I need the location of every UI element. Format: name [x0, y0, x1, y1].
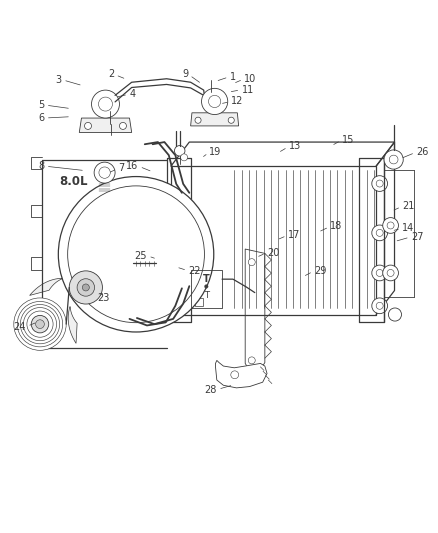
Polygon shape — [30, 278, 63, 295]
Circle shape — [372, 225, 388, 241]
Polygon shape — [110, 248, 127, 281]
Text: 14: 14 — [403, 223, 415, 233]
Text: 4: 4 — [130, 89, 136, 99]
Circle shape — [376, 229, 383, 236]
Text: 13: 13 — [289, 141, 301, 151]
Text: 20: 20 — [267, 247, 279, 257]
Circle shape — [387, 222, 394, 229]
Polygon shape — [191, 113, 239, 126]
Text: 28: 28 — [205, 385, 217, 394]
Circle shape — [85, 123, 92, 130]
Circle shape — [20, 304, 60, 344]
Text: 3: 3 — [56, 75, 62, 85]
Polygon shape — [79, 118, 132, 133]
Circle shape — [174, 146, 185, 156]
Circle shape — [35, 320, 44, 328]
Circle shape — [208, 95, 221, 108]
Circle shape — [195, 117, 201, 123]
Text: T: T — [204, 291, 209, 300]
Text: 10: 10 — [244, 74, 257, 84]
Circle shape — [383, 217, 399, 233]
Polygon shape — [215, 360, 267, 388]
Text: 5: 5 — [38, 100, 44, 110]
Text: 8.0L: 8.0L — [60, 175, 88, 188]
Circle shape — [14, 298, 66, 350]
Circle shape — [23, 308, 57, 341]
Text: 12: 12 — [231, 96, 244, 107]
Circle shape — [228, 117, 234, 123]
Text: T: T — [203, 274, 210, 284]
Circle shape — [372, 265, 388, 281]
Circle shape — [180, 154, 187, 161]
Polygon shape — [245, 249, 265, 374]
Circle shape — [58, 176, 214, 332]
Circle shape — [31, 316, 49, 333]
Circle shape — [389, 155, 398, 164]
Circle shape — [120, 123, 127, 130]
Text: 21: 21 — [403, 201, 415, 211]
Polygon shape — [68, 306, 77, 343]
Circle shape — [248, 357, 255, 364]
Text: 1: 1 — [230, 71, 236, 82]
Circle shape — [384, 150, 403, 169]
Text: 8: 8 — [38, 161, 44, 171]
Bar — [195, 298, 203, 306]
Polygon shape — [99, 307, 136, 316]
Circle shape — [376, 302, 383, 309]
Circle shape — [372, 298, 388, 313]
Circle shape — [248, 259, 255, 265]
Text: 22: 22 — [188, 266, 201, 276]
Circle shape — [92, 90, 120, 118]
Text: 17: 17 — [288, 230, 300, 240]
Text: 6: 6 — [38, 113, 44, 123]
Circle shape — [77, 279, 95, 296]
Circle shape — [99, 97, 113, 111]
Circle shape — [389, 308, 402, 321]
Circle shape — [376, 270, 383, 277]
Circle shape — [27, 311, 53, 337]
Circle shape — [201, 88, 228, 115]
Polygon shape — [61, 237, 88, 263]
Text: 19: 19 — [209, 147, 222, 157]
Polygon shape — [102, 255, 133, 283]
Circle shape — [99, 167, 110, 179]
Circle shape — [372, 176, 388, 191]
Text: 29: 29 — [314, 266, 327, 276]
Text: 25: 25 — [134, 251, 147, 261]
Text: 24: 24 — [14, 322, 26, 332]
Text: 2: 2 — [108, 69, 114, 79]
Text: 7: 7 — [119, 163, 125, 173]
Text: 23: 23 — [98, 293, 110, 303]
Circle shape — [383, 265, 399, 281]
Circle shape — [376, 180, 383, 187]
Text: 9: 9 — [182, 69, 188, 79]
Circle shape — [67, 186, 205, 322]
Circle shape — [205, 285, 208, 288]
Text: 16: 16 — [126, 161, 138, 171]
Text: 18: 18 — [330, 221, 343, 231]
Text: 11: 11 — [242, 85, 254, 95]
Circle shape — [17, 302, 63, 347]
Text: 27: 27 — [411, 232, 424, 242]
Text: 15: 15 — [342, 135, 354, 145]
Circle shape — [82, 284, 89, 291]
Circle shape — [94, 162, 115, 183]
Text: 26: 26 — [417, 147, 429, 157]
Circle shape — [69, 271, 102, 304]
Circle shape — [231, 371, 239, 379]
Circle shape — [387, 270, 394, 277]
